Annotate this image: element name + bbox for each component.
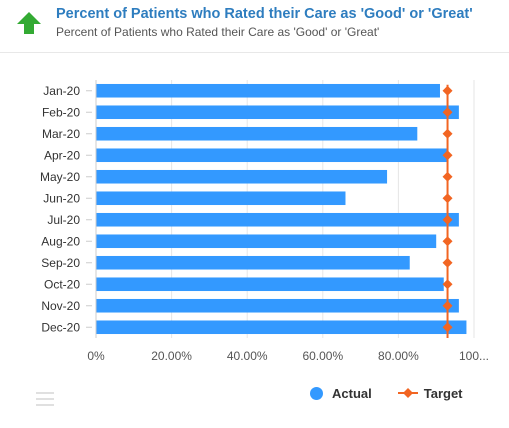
target-point [442,300,453,311]
chart-subtitle: Percent of Patients who Rated their Care… [56,25,380,39]
y-tick-label: Jul-20 [47,213,80,227]
bar-chart: 0% 20.00% 40.00% 60.00% 80.00% 100... Jan-20 Fe… [40,80,489,363]
bar-actual [96,298,459,313]
up-arrow-icon [17,12,41,34]
target-point [442,257,453,268]
target-point [442,322,453,333]
target-point [442,193,453,204]
bar-actual [96,234,437,249]
y-tick-label: Nov-20 [41,299,80,313]
chart-title: Percent of Patients who Rated their Care… [56,6,473,22]
y-tick-label: Sep-20 [41,256,80,270]
target-point [442,107,453,118]
y-tick-label: Aug-20 [41,234,80,248]
target-point [442,236,453,247]
target-point [442,279,453,290]
y-tick-label: Oct-20 [44,277,80,291]
target-point [442,150,453,161]
legend-item-target[interactable]: Target [397,385,463,401]
chart-header: Percent of Patients who Rated their Care… [0,0,509,53]
x-tick-label: 100... [459,349,489,363]
y-tick-label: Jun-20 [43,191,80,205]
hamburger-menu-icon[interactable] [36,392,54,406]
bar-actual [96,212,459,227]
bar-actual [96,148,448,163]
y-tick-label: Jan-20 [43,84,80,98]
y-tick-label: Feb-20 [42,105,80,119]
bar-actual [96,191,346,206]
target-point [442,171,453,182]
x-tick-label: 0% [87,349,105,363]
y-tick-label: May-20 [40,170,80,184]
target-point [442,85,453,96]
bar-actual [96,169,388,184]
bar-actual [96,105,459,120]
bar-actual [96,126,418,141]
x-tick-label: 40.00% [227,349,268,363]
legend-actual-marker [310,386,323,400]
x-tick-label: 20.00% [151,349,192,363]
x-tick-label: 60.00% [302,349,343,363]
chart-legend: Actual Target [310,383,463,403]
target-point [442,128,453,139]
legend-item-actual[interactable]: Actual [310,386,372,401]
legend-target-marker [397,388,418,398]
x-tick-label: 80.00% [378,349,419,363]
bar-actual [96,255,410,270]
legend-actual-label: Actual [332,385,372,401]
y-tick-label: Apr-20 [44,148,80,162]
target-point [442,214,453,225]
y-tick-label: Dec-20 [41,320,80,334]
y-tick-label: Mar-20 [42,127,80,141]
bar-actual [96,83,440,98]
bar-actual [96,277,444,292]
legend-target-label: Target [423,385,463,401]
bar-actual [96,320,467,335]
